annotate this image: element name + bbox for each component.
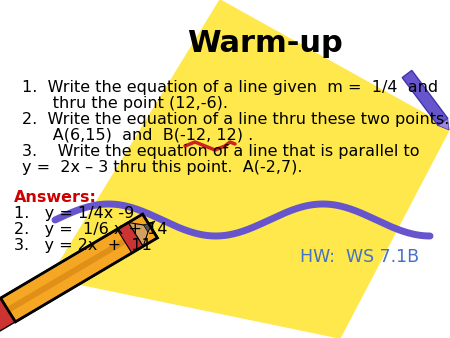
Text: Answers:: Answers: [14,190,97,205]
Text: HW:  WS 7.1B: HW: WS 7.1B [300,248,419,266]
Text: 2.  Write the equation of a line thru these two points.: 2. Write the equation of a line thru the… [22,112,450,127]
Text: 1.  Write the equation of a line given  m =  1/4  and: 1. Write the equation of a line given m … [22,80,438,95]
Text: Warm-up: Warm-up [187,28,343,57]
Text: 3.   y = 2x  +  11: 3. y = 2x + 11 [14,238,152,253]
Polygon shape [6,223,152,313]
Text: 3.    Write the equation of a line that is parallel to: 3. Write the equation of a line that is … [22,144,419,159]
Polygon shape [402,70,448,126]
Polygon shape [128,222,150,246]
Polygon shape [0,214,157,322]
Polygon shape [0,298,15,332]
Text: 1.   y = 1/4x -9: 1. y = 1/4x -9 [14,206,134,221]
Polygon shape [144,221,155,232]
Text: A(6,15)  and  B(-12, 12) .: A(6,15) and B(-12, 12) . [22,128,253,143]
Polygon shape [50,0,450,338]
Text: thru the point (12,-6).: thru the point (12,-6). [22,96,228,111]
Polygon shape [438,118,449,130]
Text: y =  2x – 3 thru this point.  A(-2,7).: y = 2x – 3 thru this point. A(-2,7). [22,160,302,175]
Polygon shape [117,222,143,253]
Text: 2.   y =  1/6 x + 14: 2. y = 1/6 x + 14 [14,222,167,237]
